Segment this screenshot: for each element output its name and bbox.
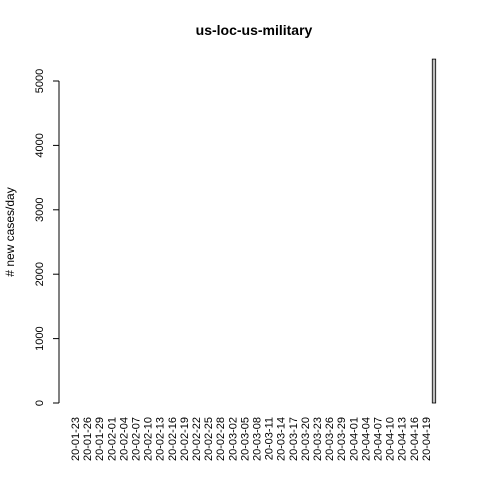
x-tick-label: 20-04-16 <box>409 417 421 461</box>
x-tick-label: 20-04-10 <box>385 417 397 461</box>
x-tick-label: 20-01-23 <box>70 417 82 461</box>
x-tick-label: 20-04-04 <box>360 417 372 461</box>
x-tick-label: 20-03-11 <box>264 417 276 460</box>
y-tick-label: 1000 <box>34 326 46 350</box>
x-tick-label: 20-04-07 <box>373 417 385 461</box>
x-tick-label: 20-03-14 <box>276 417 288 461</box>
x-tick-label: 20-03-05 <box>239 417 251 461</box>
x-tick-label: 20-02-07 <box>131 417 143 461</box>
chart-title: us-loc-us-military <box>196 22 313 38</box>
x-tick-label: 20-03-26 <box>324 417 336 461</box>
x-tick-label: 20-02-28 <box>215 417 227 461</box>
x-tick-label: 20-01-26 <box>82 417 94 461</box>
x-tick-label: 20-03-23 <box>312 417 324 461</box>
x-tick-label: 20-04-01 <box>348 417 360 461</box>
x-tick-label: 20-02-22 <box>191 417 203 461</box>
x-tick-label: 20-03-17 <box>288 417 300 461</box>
x-tick-label: 20-02-16 <box>167 417 179 461</box>
y-tick-label: 4000 <box>34 133 46 157</box>
y-axis: 0 1000 2000 3000 4000 5000 <box>34 69 60 406</box>
x-tick-label: 20-04-13 <box>397 417 409 461</box>
bar <box>431 58 437 404</box>
x-tick-label: 20-04-19 <box>421 417 433 461</box>
x-tick-label: 20-02-13 <box>155 417 167 461</box>
x-tick-label: 20-01-29 <box>94 417 106 461</box>
x-tick-label: 20-02-25 <box>203 417 215 461</box>
y-tick-label: 3000 <box>34 198 46 222</box>
x-tick-label: 20-03-08 <box>252 417 264 461</box>
x-tick-label: 20-02-04 <box>118 417 130 461</box>
x-tick-label: 20-03-02 <box>227 417 239 461</box>
x-axis: 20-01-23 20-01-26 20-01-29 20-02-01 20-02-04… <box>70 417 433 461</box>
bars-group <box>431 58 437 404</box>
y-tick-label: 0 <box>34 400 46 406</box>
y-axis-label: # new cases/day <box>3 187 17 276</box>
x-tick-label: 20-03-29 <box>336 417 348 461</box>
x-tick-label: 20-02-10 <box>143 417 155 461</box>
y-tick-label: 2000 <box>34 262 46 286</box>
x-tick-label: 20-02-01 <box>106 417 118 461</box>
y-tick-label: 5000 <box>34 69 46 93</box>
x-tick-label: 20-02-19 <box>179 417 191 461</box>
x-tick-label: 20-03-20 <box>300 417 312 461</box>
